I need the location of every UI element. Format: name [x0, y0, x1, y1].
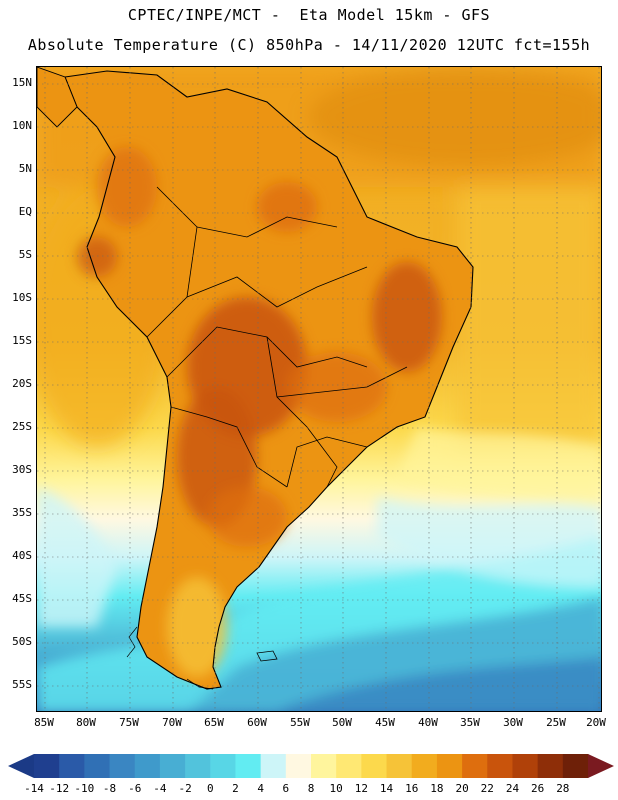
- colorbar-cell: [537, 754, 564, 778]
- colorbar-cell: [336, 754, 362, 778]
- temperature-map: [36, 66, 602, 712]
- continent: [37, 67, 474, 690]
- title-line-2: Absolute Temperature (C) 850hPa - 14/11/…: [27, 36, 591, 54]
- colorbar-cell: [562, 754, 589, 778]
- colorbar-cell: [109, 754, 136, 778]
- colorbar-under-triangle: [8, 754, 34, 778]
- colorbar-label: 22: [480, 782, 494, 795]
- colorbar-cell: [311, 754, 337, 778]
- colorbar-label: 4: [257, 782, 264, 795]
- colorbar-cell: [59, 754, 85, 778]
- lon-label-30w: 30W: [503, 716, 523, 729]
- lat-label-45s: 45S: [12, 592, 32, 605]
- colorbar-cell: [185, 754, 211, 778]
- title-line-1: CPTEC/INPE/MCT - Eta Model 15km - GFS: [127, 6, 491, 24]
- colorbar-over-triangle: [588, 754, 614, 778]
- colorbar-cell: [285, 754, 312, 778]
- lat-label-25s: 25S: [12, 420, 32, 433]
- colorbar-label: 26: [531, 782, 545, 795]
- colorbar-label: -8: [102, 782, 117, 795]
- colorbar-cell: [260, 754, 287, 778]
- lon-label-75w: 75W: [119, 716, 139, 729]
- lat-label-40s: 40S: [12, 549, 32, 562]
- colorbar-cell: [386, 754, 413, 778]
- colorbar-label: -14: [24, 782, 44, 795]
- colorbar-cell: [210, 754, 236, 778]
- colorbar-label: 28: [556, 782, 570, 795]
- colorbar-cell: [436, 754, 463, 778]
- lon-label-85w: 85W: [34, 716, 54, 729]
- lat-label-5n: 5N: [18, 162, 32, 175]
- colorbar: [8, 754, 614, 778]
- lon-label-80w: 80W: [76, 716, 96, 729]
- colorbar-label: 18: [430, 782, 444, 795]
- colorbar-label: -2: [178, 782, 192, 795]
- lat-label-5s: 5S: [18, 248, 32, 261]
- lat-label-10n: 10N: [12, 119, 32, 132]
- colorbar-label: 8: [307, 782, 315, 795]
- lon-label-35w: 35W: [460, 716, 480, 729]
- colorbar-cell: [134, 754, 161, 778]
- lon-label-40w: 40W: [418, 716, 438, 729]
- colorbar-cell: [411, 754, 438, 778]
- colorbar-label: 24: [505, 782, 520, 795]
- colorbar-cell: [487, 754, 513, 778]
- colorbar-cell: [462, 754, 488, 778]
- lat-label-30s: 30S: [12, 463, 32, 476]
- colorbar-label: -6: [128, 782, 142, 795]
- lon-label-60w: 60W: [247, 716, 267, 729]
- colorbar-label: 14: [379, 782, 394, 795]
- colorbar-cell: [34, 754, 60, 778]
- lon-label-25w: 25W: [546, 716, 566, 729]
- lon-label-70w: 70W: [162, 716, 182, 729]
- colorbar-label: 0: [206, 782, 214, 795]
- lon-label-45w: 45W: [375, 716, 395, 729]
- lat-label-eq: EQ: [18, 205, 32, 218]
- colorbar-label: 20: [455, 782, 469, 795]
- lon-label-50w: 50W: [332, 716, 352, 729]
- colorbar-label: -12: [49, 782, 70, 795]
- colorbar-label: 10: [329, 782, 343, 795]
- colorbar-cell: [361, 754, 388, 778]
- colorbar-label: 12: [354, 782, 368, 795]
- map-canvas: [37, 67, 601, 711]
- lat-label-20s: 20S: [12, 377, 32, 390]
- lat-label-50s: 50S: [12, 635, 32, 648]
- colorbar-label: 16: [405, 782, 419, 795]
- colorbar-cell: [159, 754, 186, 778]
- lon-label-55w: 55W: [290, 716, 310, 729]
- lat-label-10s: 10S: [12, 291, 32, 304]
- lat-label-15n: 15N: [12, 76, 32, 89]
- lon-label-20w: 20W: [586, 716, 606, 729]
- colorbar-label: -4: [153, 782, 167, 795]
- lat-label-55s: 55S: [12, 678, 32, 691]
- lon-label-65w: 65W: [204, 716, 224, 729]
- colorbar-label: 2: [232, 782, 239, 795]
- colorbar-label: 6: [282, 782, 290, 795]
- colorbar-cell: [235, 754, 262, 778]
- colorbar-cell: [84, 754, 111, 778]
- colorbar-cell: [512, 754, 539, 778]
- colorbar-label: -10: [74, 782, 95, 795]
- lat-label-35s: 35S: [12, 506, 32, 519]
- lat-label-15s: 15S: [12, 334, 32, 347]
